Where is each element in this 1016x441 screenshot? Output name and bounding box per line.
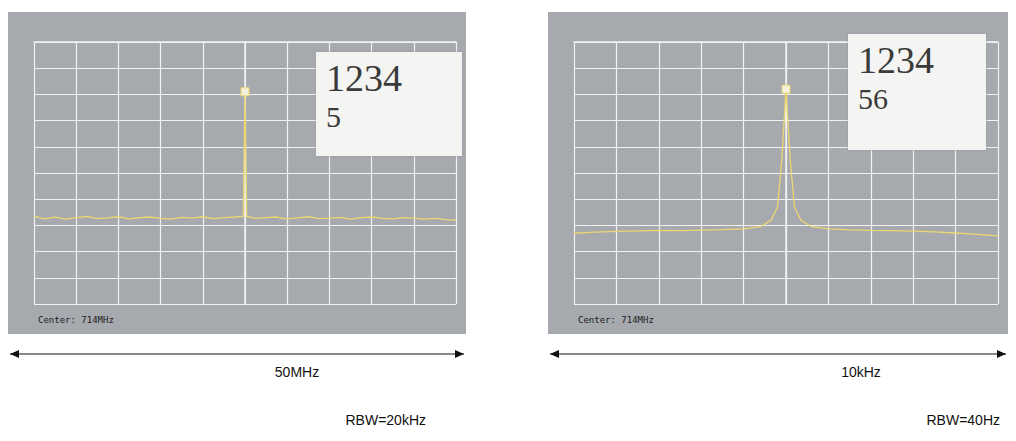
html-text:RBW=20kHz: RBW=20kHz [345, 412, 426, 428]
html-text:50MHz: 50MHz [274, 364, 320, 380]
html-text:1234: 1234 [326, 57, 402, 99]
html-text:5: 5 [326, 100, 341, 133]
svg-text:Center: 714MHz: Center: 714MHz [38, 315, 114, 325]
html-text:56: 56 [858, 82, 888, 115]
svg-text:Center: 714MHz: Center: 714MHz [578, 315, 654, 325]
html-text:1234: 1234 [858, 39, 934, 81]
html-text:10kHz: 10kHz [841, 364, 881, 380]
html-text:RBW=40Hz: RBW=40Hz [926, 412, 1000, 428]
